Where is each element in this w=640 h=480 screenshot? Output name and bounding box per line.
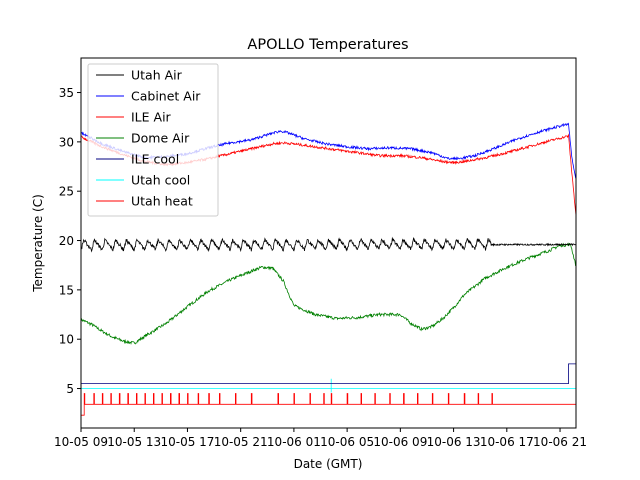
series-line-utah-cool	[81, 378, 576, 393]
series-line-dome-air	[81, 242, 576, 345]
legend-label: Cabinet Air	[131, 89, 201, 104]
y-tick-label: 25	[59, 185, 74, 199]
legend-label: ILE Air	[131, 110, 172, 125]
legend: Utah Air Cabinet Air ILE Air Dome Air ILE co…	[87, 63, 219, 217]
x-tick-label: 10-05 09	[54, 435, 108, 449]
x-tick-label: 10-05 21	[214, 435, 268, 449]
legend-box	[87, 63, 219, 217]
legend-label: Utah heat	[131, 194, 193, 209]
series-line-utah-heat	[81, 393, 576, 416]
y-tick-label: 15	[59, 283, 74, 297]
y-tick-label: 10	[59, 333, 74, 347]
x-tick-label: 10-06 09	[373, 435, 427, 449]
x-tick-label: 10-06 13	[427, 435, 481, 449]
legend-label: Dome Air	[131, 131, 190, 146]
x-tick-label: 10-05 17	[160, 435, 214, 449]
x-tick-label: 10-06 21	[533, 435, 587, 449]
plot-frame	[80, 57, 577, 429]
y-tick-label: 20	[59, 234, 74, 248]
legend-label: Utah cool	[131, 173, 190, 188]
x-tick-label: 10-06 05	[320, 435, 374, 449]
y-axis-label: Temperature (C)	[31, 194, 45, 293]
y-tick-label: 5	[66, 382, 74, 396]
x-tick-label: 10-06 01	[267, 435, 321, 449]
series-line-ile-cool	[81, 363, 576, 384]
y-tick-label: 35	[59, 86, 74, 100]
x-tick-label: 10-05 13	[107, 435, 161, 449]
legend-label: Utah Air	[131, 68, 183, 83]
y-tick-label: 30	[59, 135, 74, 149]
x-axis-label: Date (GMT)	[294, 457, 363, 471]
chart-title: APOLLO Temperatures	[247, 37, 408, 53]
legend-label: ILE cool	[131, 152, 179, 167]
series-line-utah-air	[81, 236, 576, 253]
x-tick-label: 10-06 17	[480, 435, 534, 449]
